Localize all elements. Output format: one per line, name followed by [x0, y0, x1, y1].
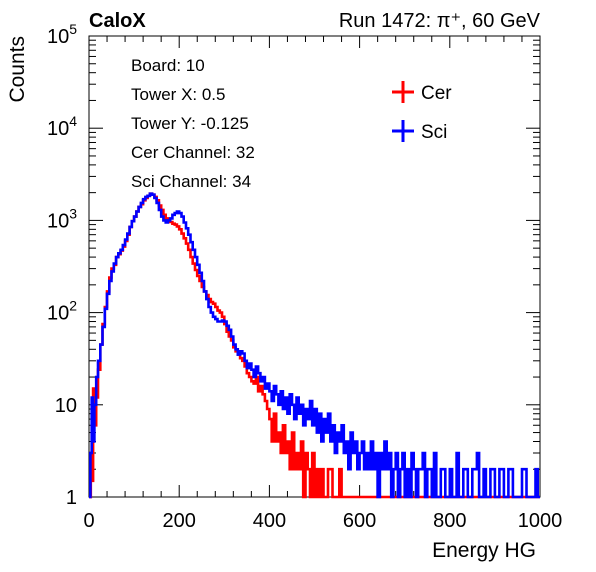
plot-frame [88, 35, 541, 498]
y-tick-label: 102 [47, 298, 77, 325]
series-layer [89, 192, 540, 499]
legend-label-cer: Cer [421, 83, 452, 104]
y-tick-label: 10 [55, 395, 77, 417]
info-line-cer-channel: Cer Channel: 32 [131, 143, 255, 162]
x-axis-title: Energy HG [432, 539, 536, 562]
series-sci-line [89, 192, 540, 499]
y-tick-label: 1 [66, 487, 77, 509]
info-line-sci-channel: Sci Channel: 34 [131, 172, 251, 191]
info-box: Board: 10 Tower X: 0.5 Tower Y: -0.125 C… [131, 56, 255, 191]
legend: Cer Sci [392, 81, 452, 143]
legend-label-sci: Sci [421, 122, 447, 143]
info-line-tower-x: Tower X: 0.5 [131, 85, 226, 104]
y-tick-label: 105 [47, 21, 77, 48]
y-axis-title: Counts [6, 36, 29, 103]
y-tick-label: 103 [47, 205, 77, 232]
info-line-tower-y: Tower Y: -0.125 [131, 114, 249, 133]
x-tick-label: 400 [253, 510, 286, 532]
header-run-label: Run 1472: π⁺, 60 GeV [339, 10, 541, 32]
series-cer-line [89, 192, 540, 499]
x-tick-label: 1000 [518, 510, 563, 532]
header-left-label: CaloX [89, 10, 146, 32]
y-tick-label: 104 [47, 113, 77, 140]
axes: 0 200 400 600 800 1000 1 10 102 103 104 105 [47, 21, 562, 532]
x-tick-label: 800 [433, 510, 466, 532]
x-tick-label: 600 [343, 510, 376, 532]
x-tick-label: 0 [83, 510, 94, 532]
info-line-board: Board: 10 [131, 56, 205, 75]
x-tick-label: 200 [163, 510, 196, 532]
